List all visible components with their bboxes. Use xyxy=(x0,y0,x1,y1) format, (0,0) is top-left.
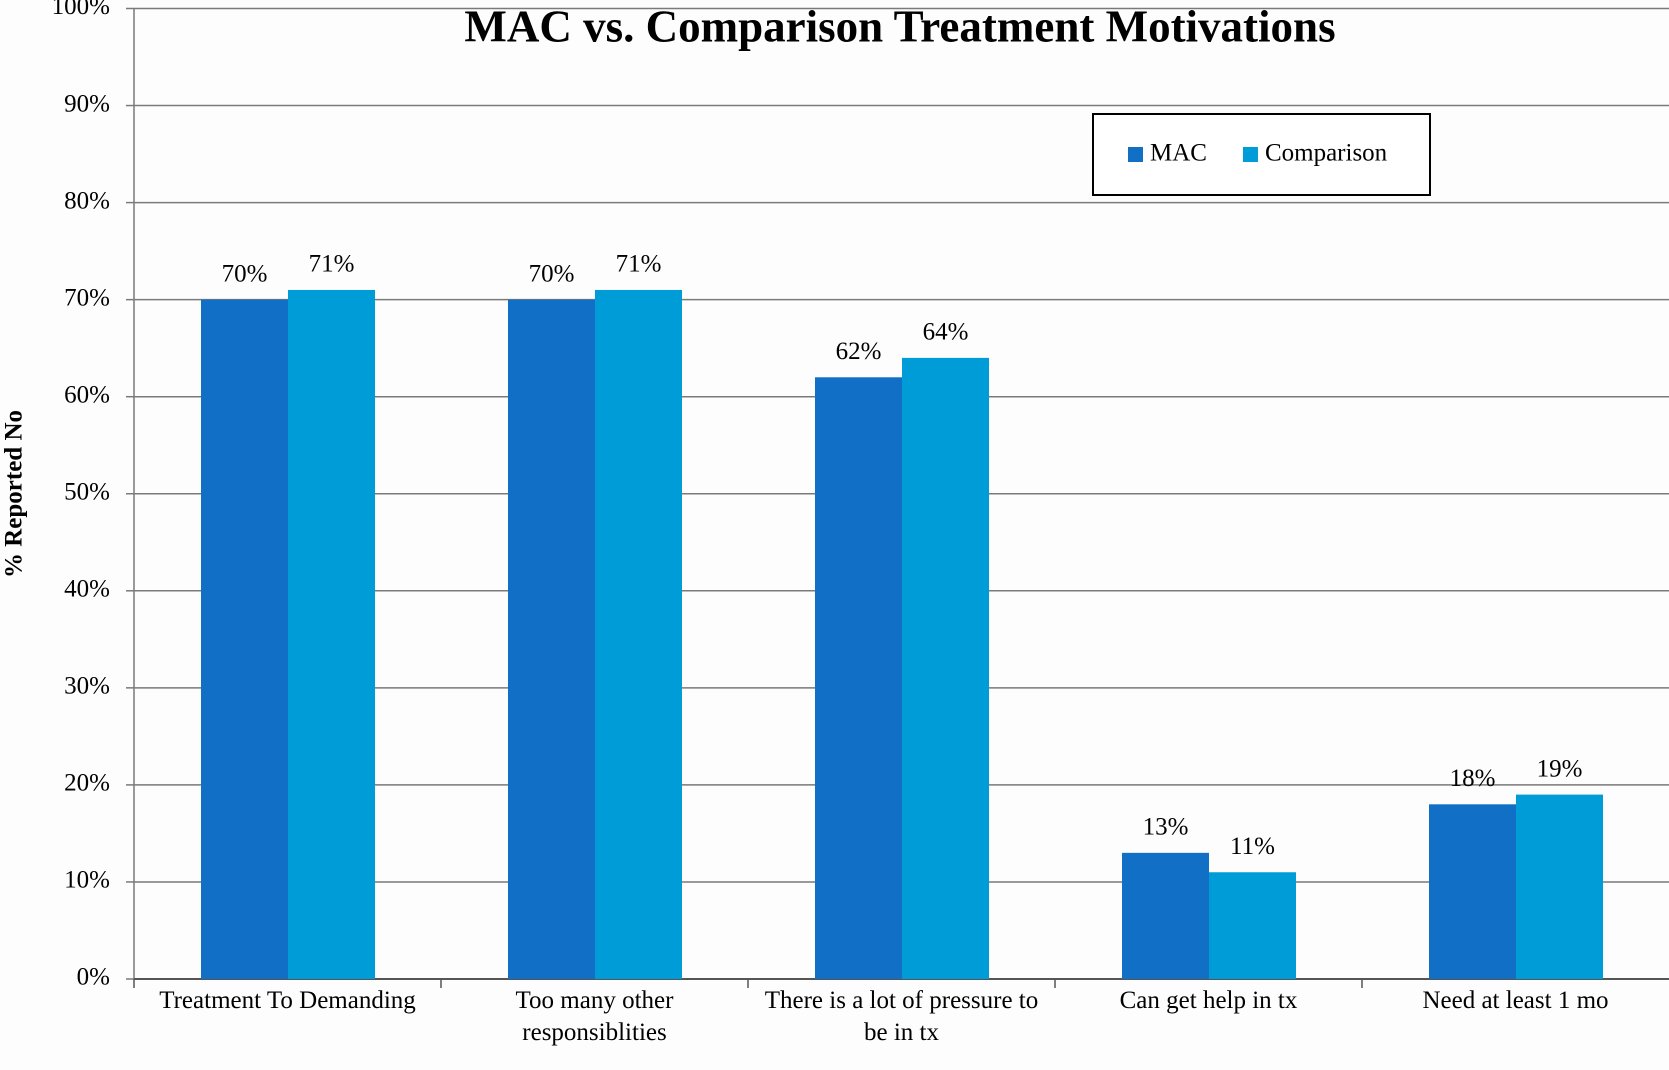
y-tick-label: 80% xyxy=(64,187,110,214)
bar xyxy=(902,357,989,979)
x-tick-label: Need at least 1 mo xyxy=(1422,987,1609,1014)
x-tick-label: Can get help in tx xyxy=(1119,987,1298,1014)
bar xyxy=(1429,804,1516,979)
y-tick-label: 70% xyxy=(64,284,110,311)
bar xyxy=(288,289,375,979)
data-label: 64% xyxy=(923,319,969,346)
legend-swatch xyxy=(1242,147,1258,162)
bar xyxy=(815,377,902,979)
data-label: 71% xyxy=(616,251,662,278)
legend-box xyxy=(1092,113,1431,196)
data-label: 19% xyxy=(1537,755,1583,782)
x-tick-label: Too many other responsiblities xyxy=(515,987,674,1046)
data-label: 70% xyxy=(529,260,575,287)
data-label: 13% xyxy=(1143,814,1189,841)
bar xyxy=(1122,852,1209,979)
legend-label: Comparison xyxy=(1265,140,1388,167)
y-tick-label: 0% xyxy=(77,964,110,991)
bar xyxy=(201,299,288,979)
y-tick-label: 60% xyxy=(64,381,110,408)
bar xyxy=(1516,794,1603,979)
chart-title: MAC vs. Comparison Treatment Motivations xyxy=(464,1,1335,51)
y-axis-label: % Reported No xyxy=(1,410,28,578)
y-tick-label: 50% xyxy=(64,478,110,505)
bar xyxy=(595,289,682,979)
y-tick-label: 20% xyxy=(64,770,110,797)
y-tick-label: 40% xyxy=(64,576,110,603)
data-label: 62% xyxy=(836,338,882,365)
y-tick-label: 30% xyxy=(64,673,110,700)
x-tick-label: There is a lot of pressure to be in tx xyxy=(764,987,1039,1046)
legend-swatch xyxy=(1128,147,1143,162)
bar xyxy=(1209,872,1296,979)
y-tick-label: 100% xyxy=(52,0,110,20)
data-label: 71% xyxy=(309,251,355,278)
data-label: 18% xyxy=(1450,765,1496,792)
data-label: 70% xyxy=(222,260,268,287)
data-label: 11% xyxy=(1230,833,1275,860)
legend-label: MAC xyxy=(1150,140,1207,167)
y-tick-label: 10% xyxy=(64,867,110,894)
x-tick-label: Treatment To Demanding xyxy=(159,987,416,1014)
bar xyxy=(508,299,595,979)
y-tick-label: 90% xyxy=(64,90,110,117)
